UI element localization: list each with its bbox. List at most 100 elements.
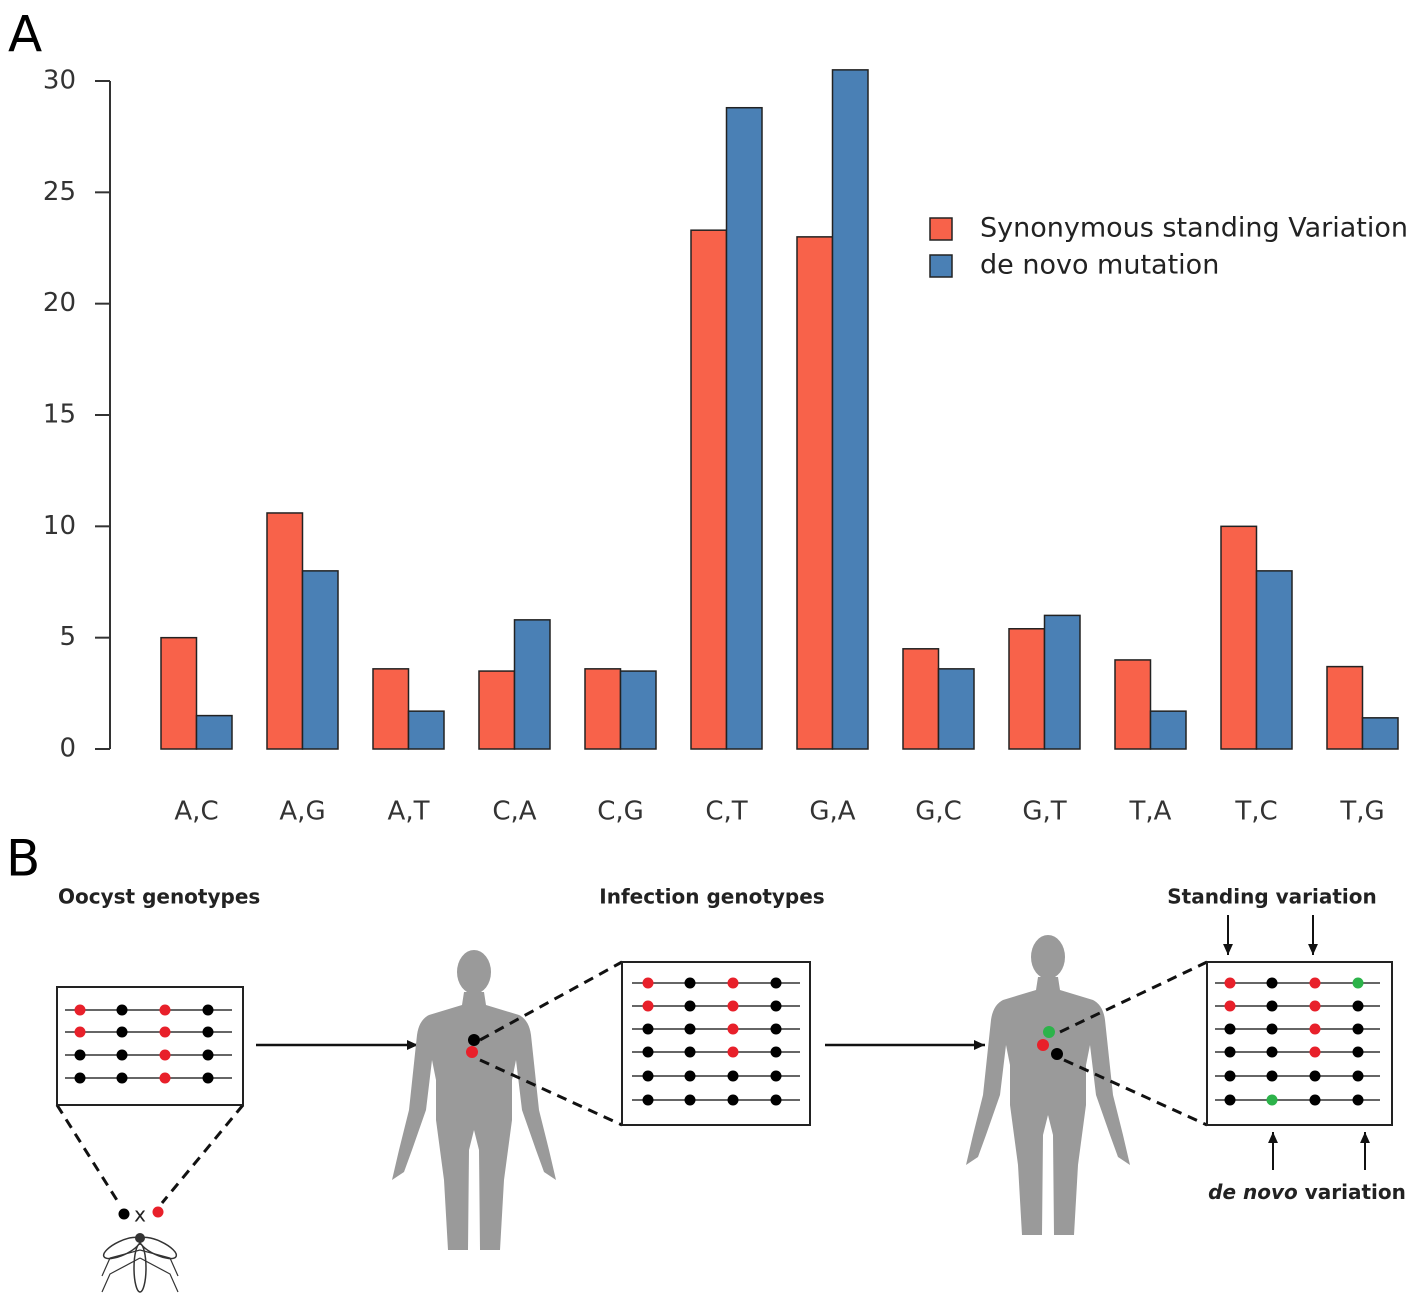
allele-dot <box>160 1050 171 1061</box>
allele-dot <box>1353 1071 1364 1082</box>
label-part: variation <box>1305 1180 1406 1204</box>
diagram-label: Standing variation <box>1167 885 1377 909</box>
allele-dot <box>1353 1001 1364 1012</box>
legend-swatch <box>930 255 952 277</box>
bar <box>409 711 445 749</box>
allele-dot <box>643 978 654 989</box>
x-tick-label: A,T <box>388 797 430 827</box>
allele-dot <box>160 1005 171 1016</box>
allele-dot <box>160 1027 171 1038</box>
x-tick-label: G,A <box>809 797 855 827</box>
allele-dot <box>643 1095 654 1106</box>
allele-dot <box>1310 1024 1321 1035</box>
x-tick-label: A,C <box>174 797 218 827</box>
allele-dot <box>1310 1047 1321 1058</box>
legend-label: Synonymous standing Variation <box>980 213 1408 244</box>
allele-dot <box>75 1005 86 1016</box>
allele-dot <box>1225 1024 1236 1035</box>
legend-label: de novo mutation <box>980 250 1219 281</box>
allele-dot <box>771 1001 782 1012</box>
bar <box>1327 667 1363 749</box>
zoom-line <box>57 1105 120 1205</box>
allele-dot <box>1225 978 1236 989</box>
allele-dot <box>771 1047 782 1058</box>
bar <box>303 571 339 749</box>
bar <box>197 716 233 749</box>
allele-dot <box>728 1071 739 1082</box>
diagram: Oocyst genotypes Infection genotypes Sta… <box>57 885 1406 1293</box>
arrow-head <box>1223 944 1233 955</box>
human-body <box>966 977 1130 1235</box>
arrow-head <box>1308 944 1318 955</box>
x-tick-label: T,C <box>1234 797 1277 827</box>
legend-swatch <box>930 218 952 240</box>
genotype-box <box>57 987 243 1105</box>
bar <box>797 237 833 749</box>
diagram-label: Oocyst genotypes <box>58 885 260 909</box>
allele-dot <box>1267 1095 1278 1106</box>
y-tick-label: 15 <box>43 400 76 430</box>
allele-dot <box>643 1024 654 1035</box>
bar <box>585 669 621 749</box>
bar <box>161 638 197 749</box>
y-tick-label: 20 <box>43 288 76 318</box>
human-head <box>1031 935 1065 979</box>
bar <box>1115 660 1151 749</box>
bar <box>903 649 939 749</box>
allele-dot <box>1267 1024 1278 1035</box>
allele-dot <box>119 1209 130 1220</box>
allele-dot <box>728 1024 739 1035</box>
allele-dot <box>117 1005 128 1016</box>
bar <box>1151 711 1187 749</box>
bar <box>1363 718 1399 749</box>
x-tick-label: G,C <box>915 797 962 827</box>
human-head <box>457 950 491 994</box>
allele-dot <box>728 1001 739 1012</box>
allele-dot <box>203 1050 214 1061</box>
allele-dot <box>1353 1047 1364 1058</box>
x-tick-label: C,G <box>597 797 644 827</box>
allele-dot <box>685 1001 696 1012</box>
zoom-line <box>162 1105 243 1203</box>
allele-dot <box>203 1027 214 1038</box>
allele-dot <box>203 1005 214 1016</box>
allele-dot <box>153 1207 164 1218</box>
x-tick-label: A,G <box>279 797 325 827</box>
allele-dot <box>117 1050 128 1061</box>
allele-dot <box>1310 1095 1321 1106</box>
allele-dot <box>1353 978 1364 989</box>
allele-dot <box>1037 1039 1049 1051</box>
allele-dot <box>1353 1095 1364 1106</box>
allele-dot <box>466 1046 478 1058</box>
allele-dot <box>1225 1071 1236 1082</box>
allele-dot <box>771 1024 782 1035</box>
allele-dot <box>203 1073 214 1084</box>
allele-dot <box>75 1050 86 1061</box>
x-tick-label: C,A <box>492 797 536 827</box>
allele-dot <box>1267 1001 1278 1012</box>
bar <box>1045 615 1081 749</box>
allele-dot <box>685 1047 696 1058</box>
bar <box>621 671 657 749</box>
human-body <box>392 992 556 1250</box>
panel-label: B <box>6 830 40 888</box>
allele-dot <box>1267 1047 1278 1058</box>
allele-dot <box>771 1071 782 1082</box>
x-tick-label: T,G <box>1339 797 1384 827</box>
arrow-head <box>974 1040 985 1050</box>
allele-dot <box>117 1073 128 1084</box>
cross-label: x <box>134 1203 146 1227</box>
allele-dot <box>117 1027 128 1038</box>
x-tick-label: T,A <box>1129 797 1172 827</box>
arrow-head <box>1268 1132 1278 1143</box>
allele-dot <box>728 1095 739 1106</box>
allele-dot <box>1267 978 1278 989</box>
arrow-head <box>1360 1132 1370 1143</box>
allele-dot <box>643 1047 654 1058</box>
allele-dot <box>1310 978 1321 989</box>
allele-dot <box>771 1095 782 1106</box>
x-tick-label: G,T <box>1022 797 1066 827</box>
y-tick-label: 30 <box>43 66 76 96</box>
allele-dot <box>728 1047 739 1058</box>
y-tick-label: 25 <box>43 177 76 207</box>
